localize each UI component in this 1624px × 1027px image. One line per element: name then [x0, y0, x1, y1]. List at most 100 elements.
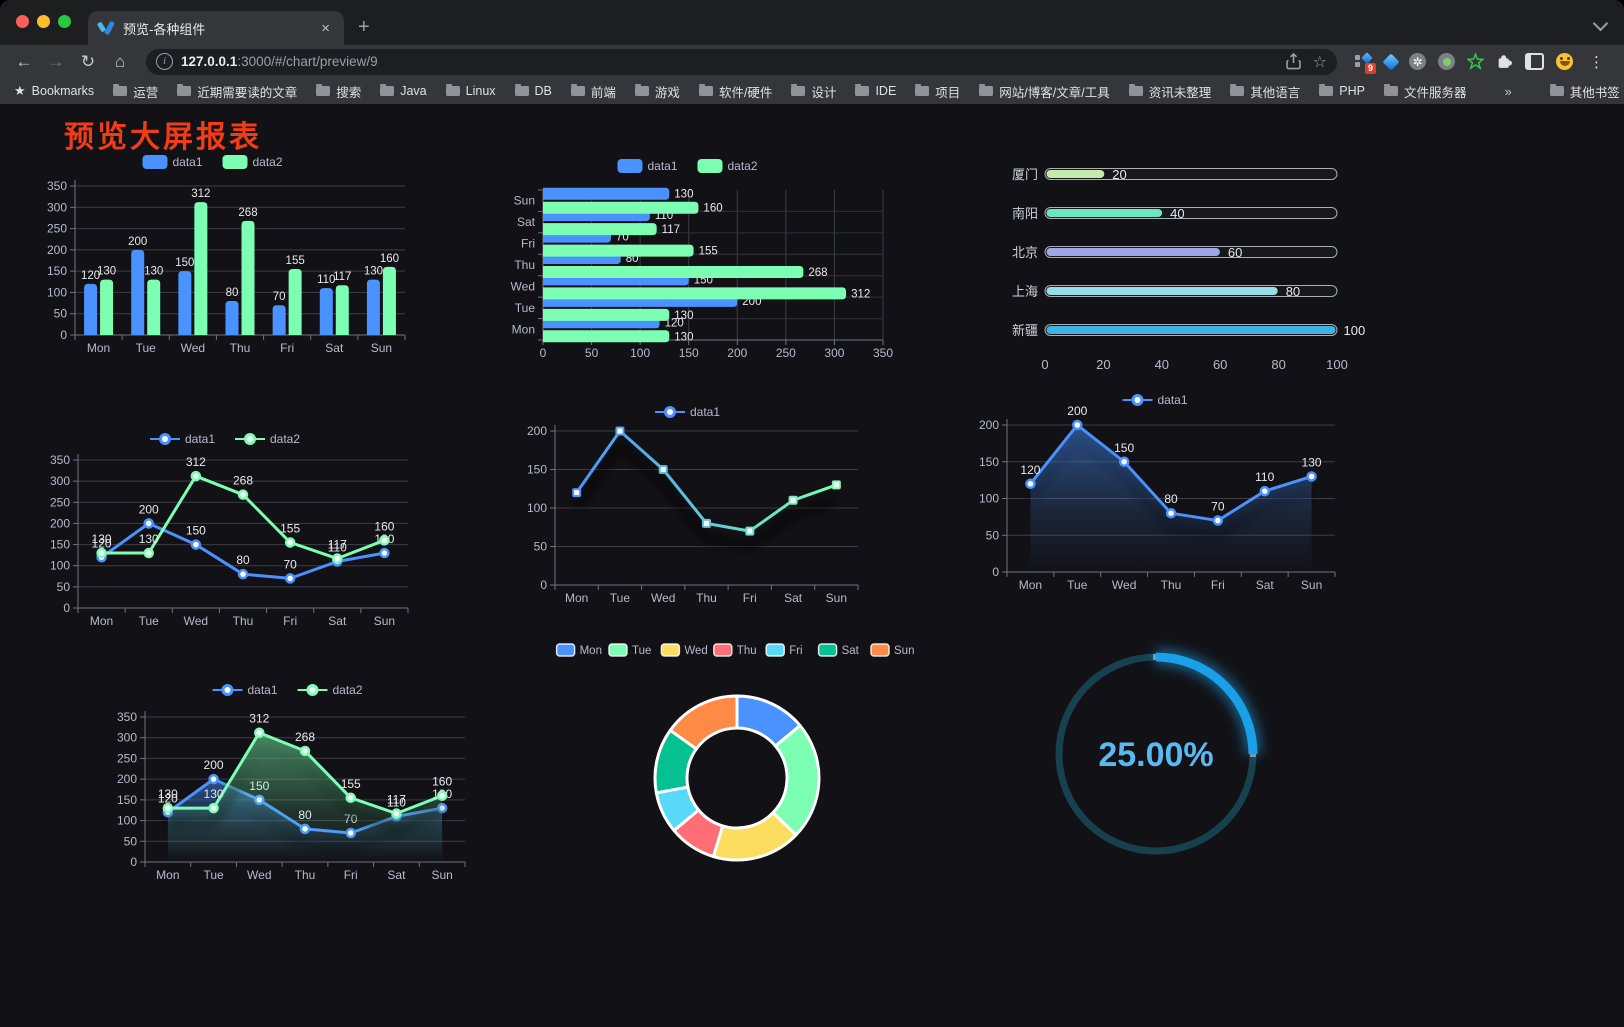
- bookmark-folder-11[interactable]: 项目: [915, 82, 960, 101]
- data-point-data2-Tue[interactable]: [208, 802, 219, 814]
- tab-manager-extension-icon[interactable]: 9: [1355, 51, 1376, 74]
- bar-data2-Fri[interactable]: [543, 244, 694, 257]
- data-point-data1-Mon[interactable]: [572, 488, 582, 498]
- legend-item[interactable]: data2: [697, 159, 758, 173]
- data-point-data2-Tue[interactable]: [143, 547, 154, 559]
- browser-tab[interactable]: 预览-各种组件 ×: [88, 11, 344, 45]
- reload-button[interactable]: ↻: [80, 51, 96, 71]
- bar-data1-Mon[interactable]: [84, 283, 98, 335]
- tab-search-chevron-icon[interactable]: [1592, 15, 1609, 32]
- legend-item[interactable]: data2: [235, 432, 300, 446]
- legend-item[interactable]: data1: [655, 405, 720, 419]
- data-point-data1-Thu[interactable]: [237, 568, 249, 580]
- bar-data2-Mon[interactable]: [543, 330, 670, 343]
- browser-menu-icon[interactable]: ⋮: [1589, 53, 1604, 71]
- bar-data2-Sat[interactable]: [543, 223, 657, 236]
- star-extension-icon[interactable]: [1467, 53, 1484, 70]
- legend-item[interactable]: data2: [222, 155, 283, 169]
- data-point-data1-Tue[interactable]: [143, 518, 154, 529]
- bar-data2-Wed[interactable]: [194, 202, 208, 335]
- bookmark-folder-2[interactable]: 搜索: [316, 82, 361, 101]
- legend-item[interactable]: Sat: [817, 643, 860, 657]
- bar-data2-Sun[interactable]: [382, 266, 396, 335]
- gem-extension-icon[interactable]: [1382, 53, 1400, 70]
- new-tab-button[interactable]: +: [358, 16, 370, 38]
- bar-data1-Sun[interactable]: [366, 279, 380, 335]
- bookmark-folder-10[interactable]: IDE: [855, 84, 896, 98]
- data-point-data1-Thu[interactable]: [702, 518, 711, 528]
- data-point-data2-Mon[interactable]: [162, 802, 174, 814]
- bar-data1-Wed[interactable]: [178, 271, 192, 335]
- data-point-data2-Sun[interactable]: [379, 535, 390, 546]
- extensions-puzzle-icon[interactable]: [1496, 53, 1513, 70]
- tab-close-icon[interactable]: ×: [321, 19, 330, 37]
- legend-item[interactable]: data1: [142, 155, 203, 169]
- bar-data2-Thu[interactable]: [543, 266, 804, 278]
- bookmark-folder-0[interactable]: 运营: [113, 82, 158, 101]
- legend-item[interactable]: Wed: [660, 643, 708, 657]
- data-point-data1-Fri[interactable]: [745, 526, 755, 536]
- bookmark-folder-15[interactable]: PHP: [1319, 84, 1365, 98]
- bookmark-folder-5[interactable]: DB: [514, 84, 552, 98]
- bar-data2-Sun[interactable]: [543, 201, 699, 214]
- bar-data2-Thu[interactable]: [241, 220, 255, 335]
- pie-slice-Sun[interactable]: [668, 694, 739, 751]
- data-point-data2-Fri[interactable]: [345, 792, 356, 804]
- progress-fill-南阳[interactable]: [1046, 209, 1163, 217]
- bookmark-folder-16[interactable]: 文件服务器: [1383, 82, 1466, 101]
- legend-item[interactable]: data2: [297, 683, 363, 697]
- legend-item[interactable]: data1: [617, 159, 678, 173]
- address-bar[interactable]: i 127.0.0.1:3000/#/chart/preview/9 ☆: [146, 48, 1337, 75]
- forward-button[interactable]: →: [47, 51, 65, 71]
- data-point-data2-Wed[interactable]: [190, 470, 202, 482]
- data-point-data1-Fri[interactable]: [1212, 515, 1224, 526]
- bar-data1-Sun[interactable]: [543, 187, 670, 200]
- bookmark-folder-7[interactable]: 游戏: [634, 82, 680, 101]
- progress-fill-北京[interactable]: [1046, 248, 1220, 256]
- bookmarks-overflow-chevron[interactable]: »: [1504, 83, 1512, 99]
- emoji-extension-icon[interactable]: [1556, 53, 1573, 70]
- dot-extension-icon[interactable]: [1438, 53, 1455, 70]
- bar-data1-Tue[interactable]: [131, 249, 145, 335]
- bar-data2-Mon[interactable]: [100, 279, 114, 335]
- data-point-data2-Wed[interactable]: [254, 727, 265, 738]
- progress-fill-上海[interactable]: [1046, 287, 1278, 295]
- other-bookmarks[interactable]: 其他书签: [1549, 82, 1620, 101]
- bookmark-folder-6[interactable]: 前端: [570, 82, 616, 101]
- bar-data2-Tue[interactable]: [147, 279, 161, 335]
- zoom-window-button[interactable]: [58, 15, 71, 28]
- data-point-data2-Thu[interactable]: [299, 745, 311, 757]
- data-point-data1-Mon[interactable]: [1025, 478, 1036, 490]
- close-window-button[interactable]: [16, 15, 29, 28]
- progress-fill-厦门[interactable]: [1046, 170, 1105, 178]
- data-point-data2-Mon[interactable]: [96, 547, 107, 559]
- bar-data1-Sat[interactable]: [319, 288, 333, 335]
- bar-data2-Wed[interactable]: [543, 287, 847, 300]
- bookmark-folder-1[interactable]: 近期需要读的文章: [177, 82, 297, 101]
- bar-data1-Thu[interactable]: [225, 300, 239, 335]
- data-point-data1-Sun[interactable]: [1306, 471, 1317, 482]
- data-point-data1-Sun[interactable]: [831, 480, 841, 490]
- data-point-data2-Sun[interactable]: [436, 790, 448, 801]
- bookmark-folder-12[interactable]: 网站/博客/文章/工具: [979, 82, 1110, 101]
- data-point-data1-Tue[interactable]: [615, 426, 625, 436]
- data-point-data2-Sat[interactable]: [391, 808, 402, 819]
- data-point-data1-Wed[interactable]: [1118, 456, 1130, 467]
- data-point-data1-Fri[interactable]: [284, 573, 296, 584]
- data-point-data1-Sun[interactable]: [379, 547, 390, 559]
- bookmark-folder-8[interactable]: 软件/硬件: [698, 82, 772, 101]
- bar-data2-Fri[interactable]: [288, 269, 302, 335]
- legend-item[interactable]: Thu: [713, 643, 757, 657]
- bookmark-star-icon[interactable]: ☆: [1312, 53, 1327, 71]
- minimize-window-button[interactable]: [37, 15, 50, 28]
- legend-item[interactable]: data1: [150, 432, 215, 446]
- data-point-data1-Tue[interactable]: [1072, 419, 1083, 431]
- bookmark-folder-13[interactable]: 资讯未整理: [1128, 82, 1211, 101]
- data-point-data1-Sat[interactable]: [788, 495, 798, 505]
- back-button[interactable]: ←: [15, 51, 33, 71]
- legend-item[interactable]: Tue: [608, 643, 651, 657]
- data-point-data2-Thu[interactable]: [237, 489, 249, 500]
- site-info-icon[interactable]: i: [156, 53, 173, 70]
- legend-item[interactable]: data1: [212, 683, 278, 697]
- data-point-data1-Sat[interactable]: [1259, 485, 1270, 497]
